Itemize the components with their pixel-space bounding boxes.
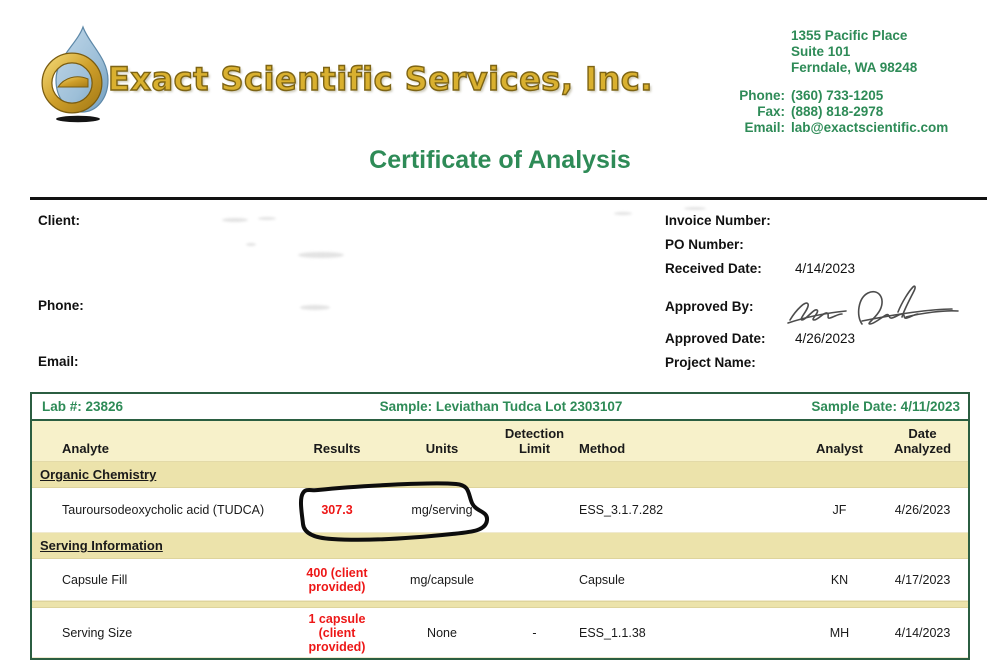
redaction-smudge — [222, 218, 248, 222]
approved-by-label: Approved By: — [665, 299, 754, 314]
section-header-serving-information: Serving Information — [32, 533, 968, 559]
lab-address-block: 1355 Pacific Place Suite 101 Ferndale, W… — [695, 28, 965, 136]
analyte-cell: Tauroursodeoxycholic acid (TUDCA) — [62, 503, 265, 517]
date-analyzed-cell: 4/14/2023 — [894, 625, 951, 640]
date-analyzed-cell: 4/17/2023 — [894, 572, 951, 587]
analyst-cell: JF — [832, 503, 847, 517]
redaction-smudge — [684, 207, 706, 210]
approved-date-label: Approved Date: — [665, 331, 766, 346]
invoice-number-label: Invoice Number: — [665, 213, 771, 228]
redaction-smudge — [298, 252, 344, 258]
table-header-row: Analyte Results Units Detection Limit Me… — [32, 421, 968, 462]
table-row-tudca: Tauroursodeoxycholic acid (TUDCA) 307.3 … — [32, 488, 968, 533]
column-header-results: Results — [313, 441, 361, 456]
email-row: Email: lab@exactscientific.com — [695, 120, 965, 136]
document-title: Certificate of Analysis — [369, 146, 631, 174]
section-header-organic-chemistry: Organic Chemistry — [32, 462, 968, 488]
method-cell: ESS_1.1.38 — [579, 625, 646, 640]
client-email-label: Email: — [38, 354, 79, 369]
sample-date: Sample Date: 4/11/2023 — [811, 399, 960, 414]
approved-by-signature — [787, 285, 959, 325]
phone-value: (360) 733-1205 — [791, 88, 884, 103]
phone-row: Phone: (360) 733-1205 — [695, 88, 965, 104]
result-cell: 1 capsule (client provided) — [308, 611, 366, 654]
analyst-cell: KN — [830, 572, 849, 587]
water-drop-logo-icon — [41, 25, 109, 123]
received-date-label: Received Date: — [665, 261, 762, 276]
column-header-analyst: Analyst — [816, 441, 863, 456]
fax-row: Fax: (888) 818-2978 — [695, 104, 965, 120]
phone-label: Phone: — [739, 88, 785, 103]
analyte-cell: Serving Size — [62, 625, 133, 640]
units-cell: None — [427, 625, 457, 640]
column-header-date-analyzed: Date Analyzed — [893, 426, 952, 456]
table-row-serving-size: Serving Size 1 capsule (client provided)… — [32, 608, 968, 658]
address-line: Ferndale, WA 98248 — [791, 60, 918, 75]
column-header-analyte: Analyte — [62, 441, 109, 456]
client-label: Client: — [38, 213, 80, 228]
redaction-smudge — [246, 243, 256, 246]
client-phone-label: Phone: — [38, 298, 84, 313]
column-header-method: Method — [579, 441, 626, 456]
date-analyzed-cell: 4/26/2023 — [894, 503, 951, 517]
table-title-row: Lab #: 23826 Sample: Leviathan Tudca Lot… — [32, 394, 968, 421]
result-cell: 307.3 — [321, 503, 353, 517]
redaction-smudge — [614, 212, 632, 215]
column-header-units: Units — [425, 441, 459, 456]
results-table: Lab #: 23826 Sample: Leviathan Tudca Lot… — [30, 392, 970, 660]
address-line: Suite 101 — [791, 44, 851, 59]
project-name-label: Project Name: — [665, 355, 756, 370]
email-label: Email: — [744, 120, 785, 135]
lab-number: Lab #: 23826 — [42, 399, 124, 414]
redaction-smudge — [258, 217, 276, 220]
units-cell: mg/serving — [411, 503, 473, 517]
email-value: lab@exactscientific.com — [791, 120, 949, 135]
sample-name: Sample: Leviathan Tudca Lot 2303107 — [379, 399, 623, 414]
row-separator — [32, 601, 968, 608]
redaction-smudge — [300, 305, 330, 310]
table-row-capsule-fill: Capsule Fill 400 (client provided) mg/ca… — [32, 559, 968, 601]
analyst-cell: MH — [829, 625, 850, 640]
method-cell: Capsule — [579, 572, 625, 587]
method-cell: ESS_3.1.7.282 — [579, 503, 664, 517]
column-header-detection-limit: Detection Limit — [504, 426, 565, 456]
company-logo — [36, 24, 122, 124]
horizontal-rule — [30, 197, 987, 200]
analyte-cell: Capsule Fill — [62, 572, 128, 587]
address-line: 1355 Pacific Place — [791, 28, 908, 43]
result-cell: 400 (client provided) — [306, 565, 368, 594]
approved-date-value: 4/26/2023 — [795, 331, 856, 346]
units-cell: mg/capsule — [410, 572, 474, 587]
po-number-label: PO Number: — [665, 237, 744, 252]
fax-label: Fax: — [757, 104, 785, 119]
fax-value: (888) 818-2978 — [791, 104, 884, 119]
company-name: Exact Scientific Services, Inc. — [107, 59, 653, 98]
received-date-value: 4/14/2023 — [795, 261, 856, 276]
detection-limit-cell: - — [532, 625, 537, 640]
